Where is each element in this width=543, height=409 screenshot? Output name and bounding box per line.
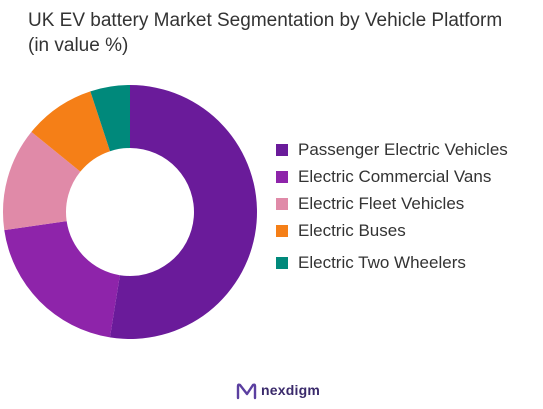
legend-swatch-electric-fleet-vehicles	[276, 198, 288, 210]
brand-name: nexdigm	[261, 382, 320, 398]
donut-slice-electric-two-wheelers	[90, 85, 130, 152]
legend-label-electric-commercial-vans: Electric Commercial Vans	[298, 167, 492, 186]
nexdigm-logo-icon	[236, 383, 257, 400]
chart-title: UK EV battery Market Segmentation by Veh…	[28, 10, 503, 56]
legend-swatch-electric-buses	[276, 225, 288, 237]
donut-slice-passenger-electric-vehicles	[109, 85, 258, 340]
legend-label-electric-buses: Electric Buses	[298, 221, 406, 240]
donut-slice-electric-commercial-vans	[4, 221, 120, 338]
donut-slice-electric-fleet-vehicles	[2, 131, 81, 231]
legend-swatch-passenger-electric-vehicles	[276, 144, 288, 156]
legend-swatch-electric-commercial-vans	[276, 171, 288, 183]
legend-label-electric-fleet-vehicles: Electric Fleet Vehicles	[298, 194, 465, 213]
legend-label-passenger-electric-vehicles: Passenger Electric Vehicles	[298, 140, 508, 159]
legend-label-electric-two-wheelers: Electric Two Wheelers	[298, 253, 466, 272]
donut-slice-electric-buses	[31, 91, 111, 172]
donut-chart	[2, 85, 258, 340]
legend-swatch-electric-two-wheelers	[276, 257, 288, 269]
